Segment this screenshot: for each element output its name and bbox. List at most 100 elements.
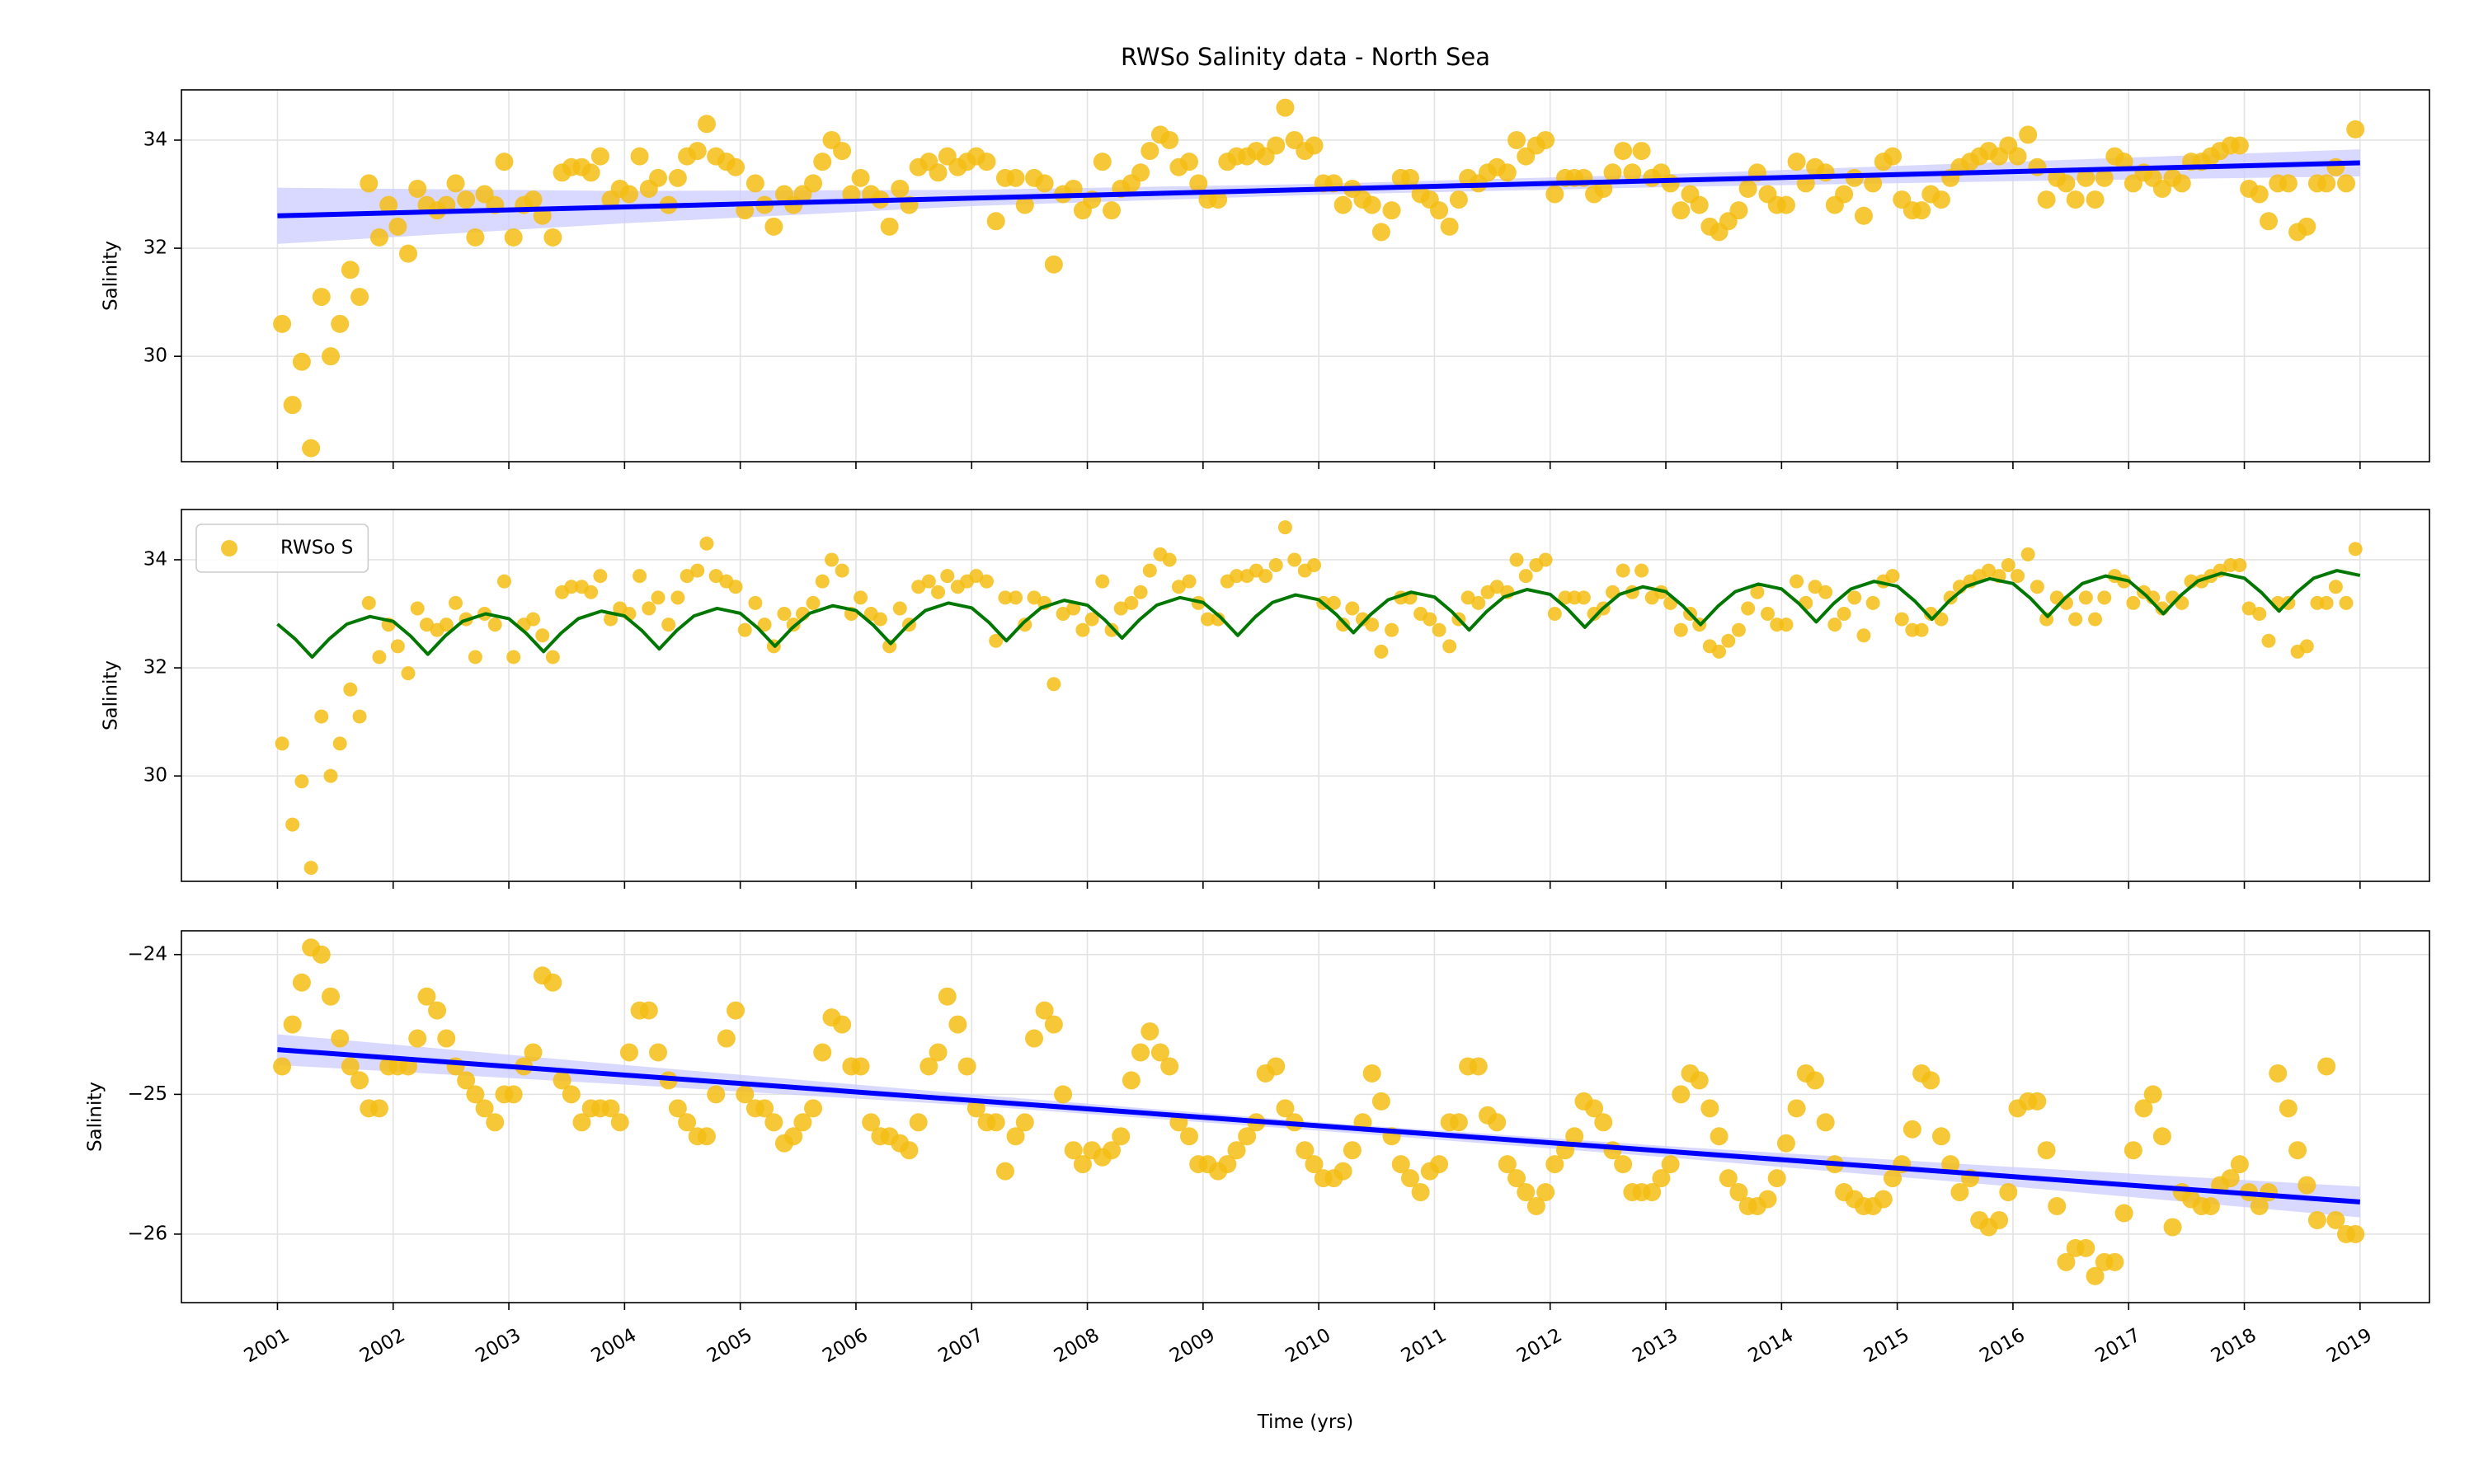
data-point xyxy=(1227,1141,1246,1160)
data-point xyxy=(651,590,666,605)
data-point xyxy=(1884,1169,1903,1188)
data-point xyxy=(475,1099,494,1118)
y-axis-label: Salinity xyxy=(84,1082,106,1152)
axes-frame xyxy=(181,509,2430,882)
x-tick-label: 2007 xyxy=(935,1325,988,1368)
y-axis-label: Salinity xyxy=(101,660,122,730)
data-point xyxy=(2037,190,2056,209)
data-point xyxy=(707,1085,726,1104)
data-point xyxy=(2077,1238,2095,1257)
data-point xyxy=(1296,1141,1315,1160)
data-point xyxy=(2299,639,2314,654)
x-tick-label: 2012 xyxy=(1513,1325,1566,1368)
data-point xyxy=(1616,563,1630,578)
data-point xyxy=(1015,1113,1034,1132)
data-point xyxy=(764,217,783,236)
data-point xyxy=(1837,607,1851,622)
data-point xyxy=(1371,1092,1390,1111)
data-point xyxy=(969,569,984,584)
data-point xyxy=(639,1001,658,1020)
data-point xyxy=(649,1043,668,1062)
data-point xyxy=(302,439,321,458)
data-point xyxy=(633,569,647,584)
data-point xyxy=(1634,563,1649,578)
data-point xyxy=(1044,255,1063,274)
data-point xyxy=(285,817,300,832)
data-point xyxy=(1095,574,1110,589)
data-point xyxy=(1056,607,1070,622)
data-point xyxy=(1182,574,1197,589)
data-point xyxy=(2336,174,2355,193)
data-point xyxy=(1808,580,1823,594)
data-point xyxy=(1779,618,1794,632)
data-point xyxy=(1200,612,1215,627)
data-point xyxy=(341,261,360,279)
data-point xyxy=(2030,580,2044,594)
data-point xyxy=(1509,552,1524,567)
data-point xyxy=(680,569,694,584)
data-point xyxy=(764,1113,783,1132)
data-point xyxy=(572,1113,591,1132)
data-point xyxy=(449,595,463,610)
data-point xyxy=(1343,1141,1362,1160)
data-point xyxy=(1150,1043,1169,1062)
data-point xyxy=(1025,1029,1043,1048)
data-point xyxy=(1526,1197,1545,1216)
x-tick-label: 2015 xyxy=(1860,1325,1913,1368)
data-point xyxy=(2317,174,2336,193)
data-point xyxy=(668,168,687,187)
data-point xyxy=(678,1113,697,1132)
axes-frame xyxy=(181,89,2430,463)
data-point xyxy=(379,195,398,214)
data-point xyxy=(1374,644,1389,659)
data-point xyxy=(601,1099,620,1118)
data-point xyxy=(437,1029,456,1048)
data-point xyxy=(1894,612,1909,627)
data-point xyxy=(360,174,379,193)
data-point xyxy=(1721,633,1736,648)
data-point xyxy=(401,666,416,681)
data-point xyxy=(2319,595,2334,610)
data-point xyxy=(2221,1169,2240,1188)
data-point xyxy=(1103,1141,1121,1160)
data-point xyxy=(1006,1127,1025,1146)
data-point xyxy=(1661,1155,1680,1174)
data-point xyxy=(1614,142,1633,161)
data-point xyxy=(931,585,946,599)
data-point xyxy=(1124,595,1139,610)
data-point xyxy=(486,1113,505,1132)
data-point xyxy=(1507,1169,1526,1188)
data-point xyxy=(1333,195,1352,214)
data-point xyxy=(2241,601,2256,616)
panel: RWSo Salinity data - North Sea 30 32 34 Sali… xyxy=(101,43,2430,469)
data-point xyxy=(1673,622,1688,637)
x-tick-label: 2010 xyxy=(1282,1325,1334,1368)
data-point xyxy=(2126,595,2141,610)
data-point xyxy=(900,1141,919,1160)
data-point xyxy=(1064,1141,1083,1160)
data-point xyxy=(737,622,752,637)
data-point xyxy=(1066,601,1081,616)
data-point xyxy=(957,1057,976,1076)
data-point xyxy=(524,190,543,209)
data-point xyxy=(1632,142,1651,161)
x-tick-label: 2006 xyxy=(819,1325,872,1368)
data-point xyxy=(1189,174,1208,193)
panel: 30 32 34 Salinity RWSo S xyxy=(101,509,2430,889)
data-point xyxy=(688,142,707,161)
data-point xyxy=(1218,1155,1237,1174)
data-point xyxy=(283,1015,302,1034)
x-tick-label: 2009 xyxy=(1166,1325,1219,1368)
y-axis-label: Salinity xyxy=(101,241,122,311)
data-point xyxy=(332,736,347,751)
data-point xyxy=(1738,179,1757,198)
data-point xyxy=(862,1113,881,1132)
data-point xyxy=(2172,174,2191,193)
data-point xyxy=(1594,1113,1613,1132)
data-point xyxy=(2252,607,2267,622)
data-point xyxy=(1536,1183,1555,1202)
data-point xyxy=(457,1071,476,1090)
data-point xyxy=(1430,1155,1449,1174)
data-point xyxy=(1141,142,1159,161)
